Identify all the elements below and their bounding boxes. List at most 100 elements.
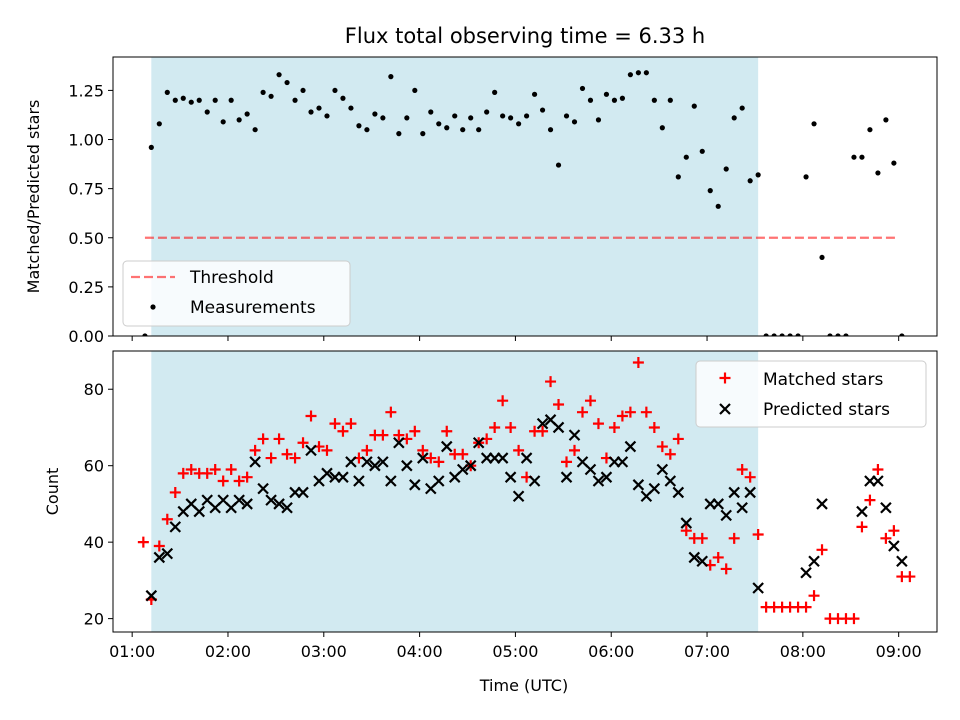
measurement-point [380,115,386,121]
predicted-point [464,459,477,472]
measurement-point [867,127,873,133]
predicted-point [592,475,605,487]
matched-point [417,444,429,456]
predicted-point [512,490,525,503]
count-panel: 20 40 60 80 01:00 02:00 03:00 04:00 05:00 06:00 07… [43,350,938,661]
y-tick-label: 60 [84,457,104,476]
matched-point [393,429,405,441]
legend-matched-swatch [719,372,731,384]
predicted-point [520,452,533,464]
matched-point [513,444,525,456]
measurement-point [428,109,434,115]
legend-threshold-label: Threshold [189,268,274,288]
y-tick-label: 20 [84,610,104,629]
measurement-point [300,87,306,94]
measurement-point [539,107,546,113]
measurement-point [452,113,458,119]
measurement-point [819,254,825,261]
matched-point [736,464,748,476]
predicted-point [401,459,413,472]
measurement-point [412,87,418,94]
matched-point [608,421,620,433]
matched-point [169,486,181,498]
measurement-point [324,113,330,119]
predicted-point [432,475,445,487]
x-tick-label: 07:00 [684,642,730,661]
predicted-point [417,452,429,464]
measurement-point [659,125,665,131]
legend: Threshold Measurements [122,260,351,327]
measurement-point [220,119,226,125]
measurement-point [675,174,681,180]
measurement-point [851,154,857,160]
predicted-point [472,436,485,449]
measurement-point [180,95,186,101]
predicted-point [728,486,740,499]
measurement-point [779,333,785,336]
measurement-point [635,70,641,76]
matched-point [201,467,213,479]
x-tick-label: 09:00 [876,642,922,661]
predicted-point [528,475,541,487]
measurement-point [484,109,490,115]
predicted-point [888,540,900,552]
legend-predicted-label: Predicted stars [763,400,890,420]
legend-matched-label: Matched stars [763,370,883,390]
matched-point [257,433,269,445]
matched-point [848,613,860,625]
y-axis-label: Count [43,468,62,516]
observing-span [151,351,759,632]
predicted-point [552,421,565,434]
x-tick-label: 03:00 [301,642,347,661]
measurement-point [611,97,618,103]
x-tick-label: 04:00 [397,642,443,661]
matched-point [808,590,820,602]
measurement-point [236,117,242,123]
measurement-point [811,121,817,127]
matched-point [385,406,397,418]
predicted-point [816,498,828,510]
measurement-point [340,95,346,101]
matched-point [553,399,565,411]
predicted-point [440,440,453,453]
matched-point [537,425,549,437]
plot-area [137,356,916,625]
predicted-point [504,471,517,483]
predicted-point [273,498,285,510]
measurement-point [627,72,633,78]
measurement-point [843,333,849,336]
measurement-point [276,72,282,78]
predicted-point [257,482,269,495]
measurement-point [795,333,801,336]
matched-point [225,464,237,476]
predicted-point [664,475,677,487]
matched-point [281,448,293,460]
predicted-point [656,463,669,476]
matched-point [712,551,724,563]
measurement-point [699,148,705,154]
predicted-point [672,486,685,499]
measurement-point [859,154,865,160]
matched-point [217,475,229,487]
predicted-point [568,429,581,441]
legend-box [122,260,351,327]
predicted-point [736,501,748,514]
measurement-point [579,85,586,92]
y-axis-label: Matched/Predicted stars [24,100,43,294]
matched-point [505,421,517,433]
legend-predicted-swatch [719,403,731,415]
measurement-point [332,87,338,94]
measurement-point [212,97,218,103]
predicted-point [345,456,357,468]
matched-point [640,406,652,418]
matched-point [321,444,333,456]
measurement-point [420,131,426,137]
measurement-point [875,170,881,176]
x-tick-label: 08:00 [780,642,826,661]
matched-point [273,433,285,445]
matched-point [297,437,309,449]
measurement-point [555,162,562,168]
predicted-point [584,463,597,476]
matched-point [457,448,469,460]
